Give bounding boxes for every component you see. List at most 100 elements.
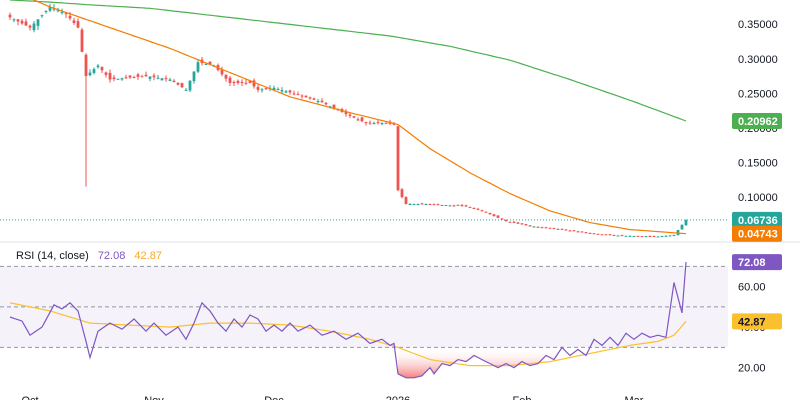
- price-tick-label: 0.35000: [738, 19, 778, 31]
- candle: [572, 230, 576, 232]
- candle: [508, 221, 512, 223]
- candle: [84, 54, 88, 77]
- candle: [248, 81, 252, 83]
- ma-fast-line: [32, 0, 687, 235]
- ma-slow-value-badge: 0.20962: [738, 116, 778, 128]
- candle: [140, 76, 144, 78]
- candle: [600, 234, 604, 236]
- rsi-tick-label: 20.00: [738, 363, 766, 375]
- candle: [496, 215, 500, 218]
- candle: [404, 197, 408, 204]
- candle: [504, 219, 508, 222]
- candle: [408, 203, 412, 205]
- candle: [292, 93, 296, 95]
- candle: [384, 122, 388, 124]
- time-tick-label: 2026: [386, 395, 410, 400]
- candle: [288, 90, 292, 93]
- rsi-legend-ma-value: 42.87: [134, 250, 162, 262]
- candle: [612, 234, 616, 236]
- candle: [112, 77, 116, 80]
- candle: [592, 233, 596, 235]
- candle: [492, 214, 496, 217]
- candle: [588, 232, 592, 234]
- rsi-oversold-fill: [90, 347, 590, 378]
- candle: [452, 205, 456, 207]
- candle: [116, 78, 120, 80]
- candle: [208, 61, 212, 65]
- candle: [80, 29, 84, 52]
- candle: [472, 208, 476, 210]
- candle: [468, 206, 472, 208]
- candle: [184, 89, 188, 91]
- candle: [168, 79, 172, 81]
- candle: [568, 230, 572, 232]
- candle: [444, 204, 448, 206]
- candle: [376, 122, 380, 124]
- candle: [632, 235, 636, 237]
- candle: [528, 225, 532, 227]
- candle: [432, 204, 436, 206]
- candle: [180, 83, 184, 88]
- candle: [464, 205, 468, 207]
- candle: [640, 236, 644, 238]
- rsi-line: [9, 262, 687, 379]
- candle: [76, 21, 80, 28]
- candle: [204, 63, 208, 65]
- candle: [332, 104, 336, 109]
- candle: [164, 78, 168, 80]
- price-tick-label: 0.25000: [738, 88, 778, 100]
- candle: [576, 231, 580, 233]
- price-axis: 0.350000.300000.250000.200000.150000.100…: [738, 19, 778, 204]
- candle: [360, 117, 364, 122]
- candle: [52, 8, 56, 10]
- candle: [616, 235, 620, 237]
- candle: [372, 123, 376, 125]
- candle: [500, 218, 504, 220]
- candle: [560, 228, 564, 230]
- candle: [644, 236, 648, 238]
- candle: [188, 80, 192, 91]
- candle: [436, 204, 440, 206]
- candle: [108, 72, 112, 80]
- candle: [68, 15, 72, 19]
- ma-fast-value-badge: 0.04743: [738, 229, 778, 241]
- candle: [120, 78, 124, 80]
- candle: [648, 236, 652, 238]
- rsi-value-badge-bg: [732, 254, 782, 271]
- candle: [104, 72, 108, 75]
- candle: [684, 219, 688, 226]
- candle: [224, 74, 228, 79]
- time-tick-label: Mar: [625, 395, 644, 400]
- candle: [40, 15, 44, 17]
- candle: [368, 122, 372, 124]
- candle: [428, 204, 432, 206]
- rsi-pane[interactable]: [0, 262, 728, 379]
- candle: [132, 77, 136, 79]
- candle: [412, 203, 416, 205]
- candle: [88, 72, 92, 76]
- candle: [460, 205, 464, 207]
- price-pane[interactable]: [0, 0, 800, 243]
- candle: [276, 88, 280, 90]
- candle: [656, 236, 660, 238]
- candle: [256, 87, 260, 90]
- rsi-legend: RSI (14, close) 72.08 42.87: [16, 250, 168, 262]
- candle: [220, 69, 224, 75]
- candle: [608, 234, 612, 236]
- candle: [144, 74, 148, 77]
- candle: [280, 90, 284, 92]
- ma-fast-value-badge-bg: [732, 225, 782, 242]
- candle: [316, 101, 320, 103]
- candle: [284, 91, 288, 93]
- candle: [476, 208, 480, 210]
- candle: [480, 210, 484, 212]
- candle: [36, 19, 40, 26]
- candle: [12, 19, 16, 21]
- candle: [272, 87, 276, 91]
- candle: [32, 23, 36, 31]
- candle: [512, 221, 516, 223]
- candle: [296, 94, 300, 96]
- time-axis: Oct Nov Dec 2026 Feb Mar: [21, 395, 643, 400]
